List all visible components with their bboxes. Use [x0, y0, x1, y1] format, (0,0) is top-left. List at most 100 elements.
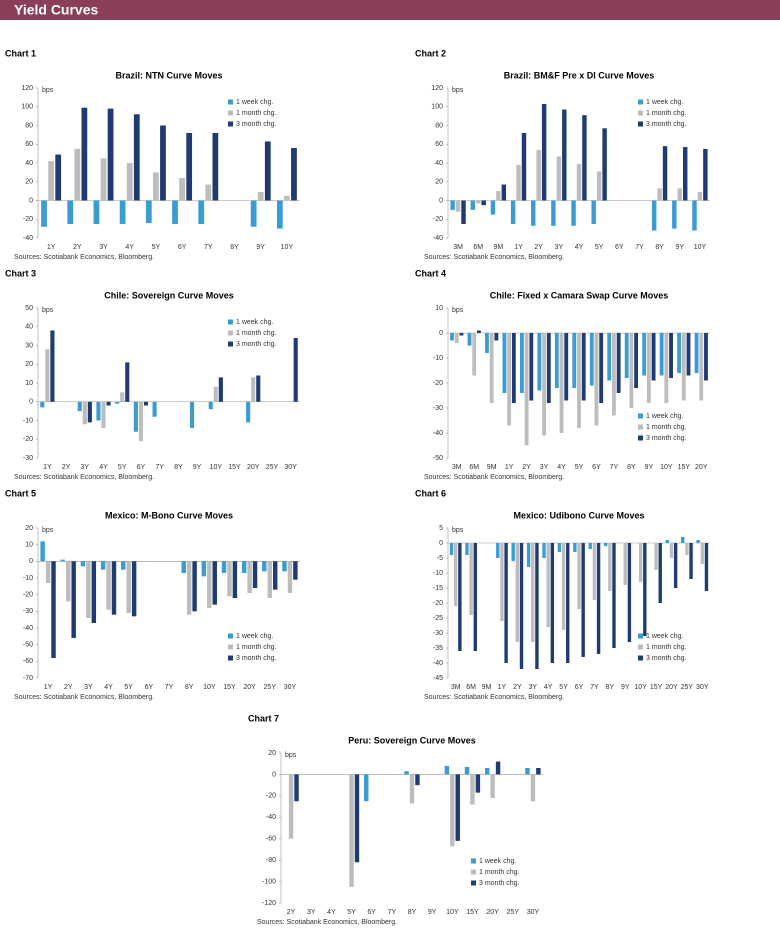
x-tick-label: 2Y	[522, 464, 531, 471]
source-note: Sources: Scotiabank Economics, Bloomberg…	[14, 254, 154, 261]
x-tick-label: 25Y	[681, 684, 694, 691]
bar	[672, 200, 677, 229]
y-tick-label: 40	[25, 324, 33, 331]
bar	[119, 200, 126, 224]
legend-swatch	[228, 655, 233, 661]
y-tick-label: 0	[29, 399, 33, 406]
bar	[131, 561, 137, 617]
unit-label: bps	[42, 87, 54, 94]
legend-label: 1 month chg.	[236, 644, 277, 651]
x-tick-label: 7Y	[590, 684, 599, 691]
y-tick-label: 30	[25, 342, 33, 349]
x-tick-label: 5Y	[118, 464, 127, 471]
bar	[272, 561, 278, 590]
y-tick-label: 100	[21, 104, 33, 111]
bar	[703, 148, 708, 201]
chart-label: Chart 3	[5, 268, 36, 278]
y-tick-label: -30	[433, 405, 443, 412]
y-tick-label: -30	[433, 630, 443, 637]
bar	[490, 200, 496, 215]
y-tick-label: 20	[25, 361, 33, 368]
bar	[599, 333, 604, 403]
bar	[100, 561, 106, 570]
bar	[689, 543, 693, 579]
x-tick-label: 1Y	[44, 684, 53, 691]
bar	[459, 333, 464, 336]
bar	[536, 768, 541, 775]
legend-label: 1 week chg.	[236, 633, 273, 640]
x-tick-label: 3M	[451, 684, 461, 691]
bar	[573, 543, 577, 552]
bar	[284, 195, 290, 201]
bar	[537, 333, 542, 391]
x-tick-label: 3Y	[555, 244, 564, 251]
bar	[189, 401, 195, 428]
x-tick-label: 8Y	[627, 464, 636, 471]
bar	[450, 200, 455, 210]
bar	[221, 561, 227, 573]
bar	[288, 774, 294, 839]
x-tick-label: 3Y	[528, 684, 537, 691]
x-tick-label: 10Y	[203, 684, 216, 691]
bar	[48, 161, 54, 201]
legend-swatch	[638, 435, 643, 441]
bar	[455, 200, 461, 212]
bar	[472, 333, 477, 376]
x-tick-label: 7Y	[388, 909, 397, 916]
bar	[179, 178, 185, 201]
x-tick-label: 10Y	[660, 464, 673, 471]
x-tick-label: 30Y	[284, 684, 297, 691]
unit-label: bps	[285, 752, 297, 759]
bar	[500, 543, 504, 621]
bar	[562, 109, 567, 201]
x-tick-label: 8Y	[185, 684, 194, 691]
x-tick-label: 8Y	[408, 909, 417, 916]
legend-swatch	[638, 121, 643, 127]
y-tick-label: -15	[433, 585, 443, 592]
x-tick-label: 15Y	[228, 464, 241, 471]
bar	[495, 761, 501, 775]
bar	[694, 333, 699, 373]
bar	[246, 401, 251, 423]
bar	[494, 333, 499, 341]
x-tick-label: 9M	[487, 464, 497, 471]
y-tick-label: -40	[23, 625, 33, 632]
x-tick-label: 15Y	[678, 464, 691, 471]
x-tick-label: 9M	[482, 684, 492, 691]
x-tick-label: 9M	[494, 244, 504, 251]
chart-label: Chart 6	[415, 488, 446, 498]
bar	[145, 200, 152, 223]
bar	[592, 543, 597, 600]
legend-swatch	[638, 110, 643, 116]
legend-label: 1 month chg.	[236, 110, 277, 117]
bar	[409, 774, 415, 804]
legend-swatch	[471, 869, 476, 875]
bar	[634, 333, 639, 388]
bar	[516, 164, 521, 201]
bar	[638, 543, 643, 582]
y-tick-label: -20	[266, 793, 276, 800]
x-tick-label: 25Y	[266, 464, 279, 471]
y-tick-label: -10	[23, 417, 33, 424]
chart-label: Chart 4	[415, 268, 446, 278]
unit-label: bps	[452, 527, 464, 534]
x-tick-label: 3M	[453, 244, 463, 251]
bar	[529, 333, 534, 401]
bar	[484, 768, 490, 775]
bar	[551, 200, 556, 226]
y-tick-label: -45	[433, 675, 443, 682]
x-tick-label: 25Y	[264, 684, 277, 691]
x-tick-label: 15Y	[223, 684, 236, 691]
x-tick-label: 20Y	[665, 684, 678, 691]
bar	[651, 200, 657, 231]
legend-label: 1 week chg.	[236, 99, 273, 106]
y-tick-label: -40	[433, 235, 443, 242]
bar	[77, 401, 82, 412]
bar	[576, 163, 582, 201]
bar	[458, 543, 462, 651]
bar	[450, 333, 454, 341]
legend-swatch	[228, 319, 233, 325]
bar	[490, 774, 495, 798]
bar	[267, 561, 272, 598]
bar	[115, 401, 120, 404]
